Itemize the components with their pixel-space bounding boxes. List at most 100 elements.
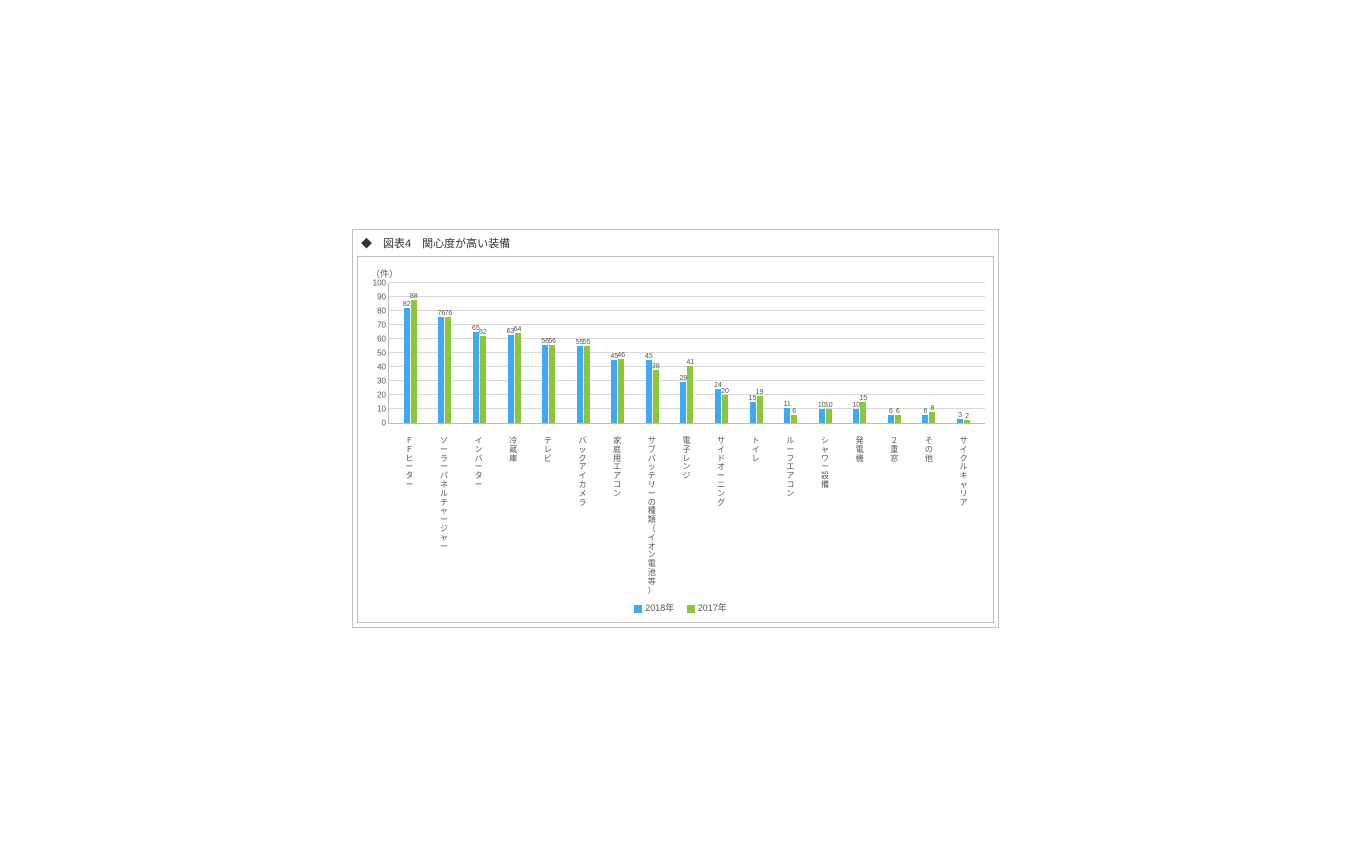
bar-value: 64 xyxy=(514,326,522,333)
legend-label-2017: 2017年 xyxy=(698,603,727,613)
bar-2018: 45 xyxy=(646,360,652,423)
bar-value: 45 xyxy=(645,353,653,360)
bar-group: 5555 xyxy=(577,346,590,423)
legend: 2018年 2017年 xyxy=(366,601,985,614)
y-tick: 80 xyxy=(377,307,386,316)
y-tick: 20 xyxy=(377,391,386,400)
bar-2017: 10 xyxy=(826,409,832,423)
bar-value: 20 xyxy=(721,388,729,395)
bar-2018: 10 xyxy=(853,409,859,423)
x-label: サブバッテリーの種類（イオン電池等） xyxy=(645,437,659,595)
bar-value: 19 xyxy=(756,389,764,396)
x-label: シャワー設備 xyxy=(818,437,832,595)
x-label: 家庭用エアコン xyxy=(610,437,624,595)
bar-2018: 65 xyxy=(473,332,479,423)
y-tick: 60 xyxy=(377,335,386,344)
x-label: その他 xyxy=(922,437,936,595)
plot: 8288767665626364565655554546453829412420… xyxy=(388,283,985,424)
bar-2017: 20 xyxy=(722,395,728,423)
y-tick: 10 xyxy=(377,405,386,414)
bar-2018: 63 xyxy=(508,335,514,423)
bar-group: 6364 xyxy=(508,333,521,423)
bar-group: 1015 xyxy=(853,402,866,423)
bar-2018: 15 xyxy=(750,402,756,423)
bar-2017: 55 xyxy=(584,346,590,423)
x-label: バックアイカメラ xyxy=(576,437,590,595)
legend-label-2018: 2018年 xyxy=(645,603,674,613)
y-tick: 40 xyxy=(377,363,386,372)
bar-value: 46 xyxy=(617,352,625,359)
bar-value: 6 xyxy=(924,408,928,415)
x-label: 発電機 xyxy=(853,437,867,595)
bar-2017: 6 xyxy=(895,415,901,423)
bar-value: 38 xyxy=(652,363,660,370)
x-label: トイレ xyxy=(749,437,763,595)
bar-group: 5656 xyxy=(542,345,555,423)
bar-2017: 8 xyxy=(929,412,935,423)
chart-container: ◆ 図表4 関心度が高い装備 （件） 010203040506070809010… xyxy=(352,229,999,628)
bar-2017: 88 xyxy=(411,300,417,423)
bar-2017: 38 xyxy=(653,370,659,423)
bar-value: 6 xyxy=(792,408,796,415)
bar-value: 11 xyxy=(784,401,791,408)
bar-group: 6562 xyxy=(473,332,486,423)
bar-value: 62 xyxy=(479,329,487,336)
bar-2018: 45 xyxy=(611,360,617,423)
x-label: ソーラーパネルチャージャー xyxy=(437,437,451,595)
x-label: ＦＦヒーター xyxy=(402,437,416,595)
bar-2017: 2 xyxy=(964,420,970,423)
bar-group: 4546 xyxy=(611,359,624,423)
bar-group: 1010 xyxy=(819,409,832,423)
bar-group: 4538 xyxy=(646,360,659,423)
bar-2017: 46 xyxy=(618,359,624,423)
bar-2018: 10 xyxy=(819,409,825,423)
bar-2017: 15 xyxy=(860,402,866,423)
x-label: サイクルキャリア xyxy=(957,437,971,595)
bar-group: 2941 xyxy=(680,366,693,423)
x-label: ルーフエアコン xyxy=(783,437,797,595)
bar-2018: 29 xyxy=(680,382,686,423)
bar-value: 6 xyxy=(896,408,900,415)
y-tick: 50 xyxy=(377,349,386,358)
bar-value: 76 xyxy=(444,310,452,317)
bar-2017: 56 xyxy=(549,345,555,423)
bar-2018: 3 xyxy=(957,419,963,423)
bar-value: 3 xyxy=(958,412,962,419)
bar-2017: 62 xyxy=(480,336,486,423)
x-label: ２重窓 xyxy=(887,437,901,595)
x-label: 電子レンジ xyxy=(679,437,693,595)
bar-group: 8288 xyxy=(404,300,417,423)
bar-group: 32 xyxy=(957,419,970,423)
bar-value: 10 xyxy=(825,402,833,409)
bar-2018: 82 xyxy=(404,308,410,423)
legend-swatch-2018 xyxy=(634,605,642,613)
bar-group: 116 xyxy=(784,408,797,423)
y-tick: 100 xyxy=(373,279,386,288)
bar-value: 41 xyxy=(687,359,695,366)
bar-2018: 6 xyxy=(888,415,894,423)
bar-2018: 55 xyxy=(577,346,583,423)
bar-2017: 64 xyxy=(515,333,521,423)
bar-2018: 24 xyxy=(715,389,721,423)
legend-swatch-2017 xyxy=(687,605,695,613)
bar-2018: 76 xyxy=(438,317,444,423)
bar-group: 7676 xyxy=(438,317,451,423)
x-axis: ＦＦヒーターソーラーパネルチャージャーインバーター冷蔵庫テレビバックアイカメラ家… xyxy=(366,433,985,595)
y-tick: 0 xyxy=(382,419,386,428)
chart-title: ◆ 図表4 関心度が高い装備 xyxy=(353,230,998,256)
bar-value: 10 xyxy=(852,402,860,409)
y-tick: 30 xyxy=(377,377,386,386)
bar-group: 1519 xyxy=(750,396,763,423)
y-tick: 70 xyxy=(377,321,386,330)
x-label: テレビ xyxy=(541,437,555,595)
bar-value: 6 xyxy=(889,408,893,415)
bar-value: 15 xyxy=(859,395,867,402)
bar-value: 2 xyxy=(965,413,969,420)
bar-2017: 76 xyxy=(445,317,451,423)
bar-value: 55 xyxy=(583,339,591,346)
bar-2018: 6 xyxy=(922,415,928,423)
bar-value: 29 xyxy=(680,375,688,382)
x-label: サイドオーニング xyxy=(714,437,728,595)
x-label: インバーター xyxy=(472,437,486,595)
bar-value: 82 xyxy=(403,301,411,308)
